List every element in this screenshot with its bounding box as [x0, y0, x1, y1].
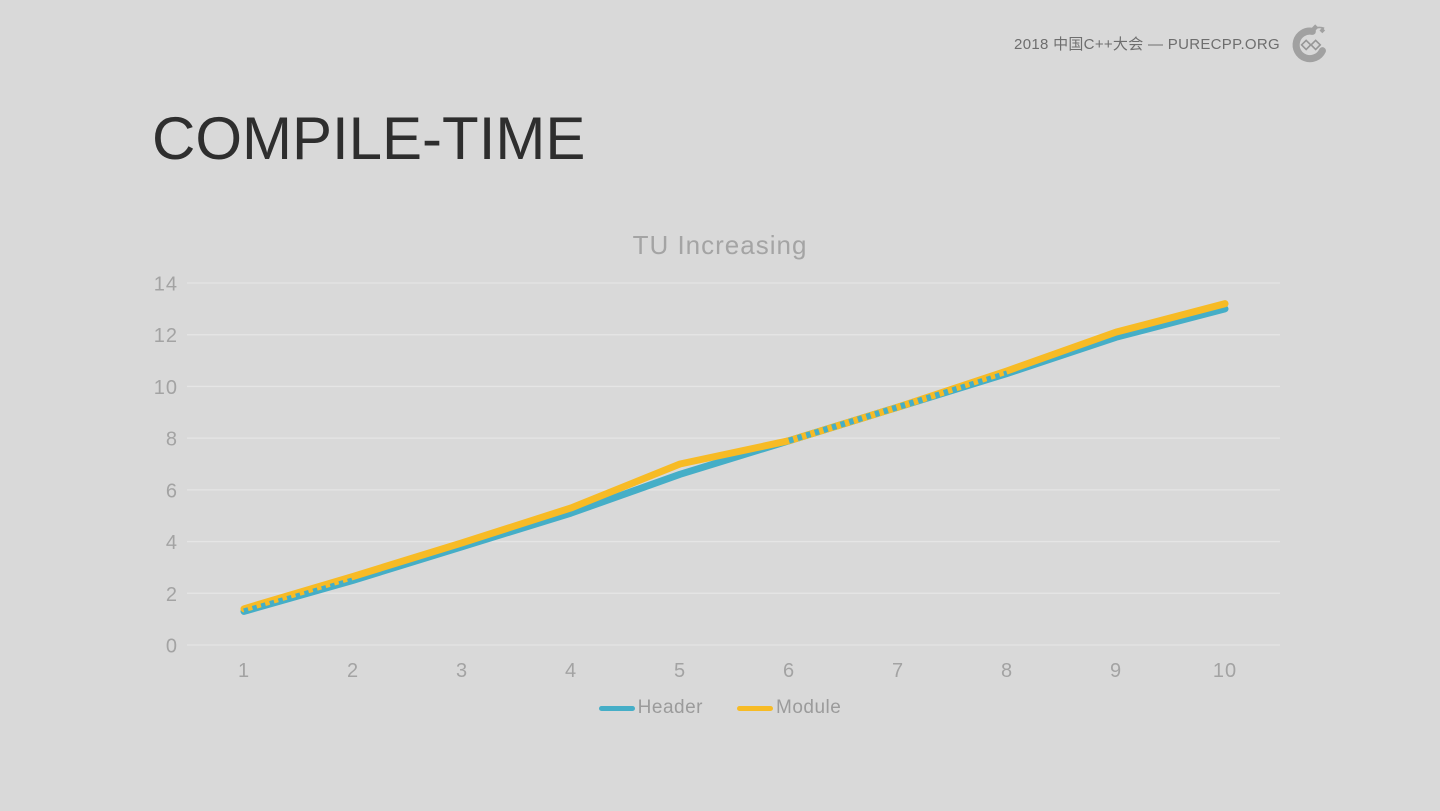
gridlines [187, 282, 1280, 646]
legend-swatch-header [598, 705, 635, 711]
series-overlap-stipple [788, 370, 1008, 444]
series-module-line [240, 300, 1229, 613]
svg-text:8: 8 [166, 429, 178, 451]
svg-text:2: 2 [347, 660, 359, 682]
svg-text:4: 4 [565, 660, 577, 682]
svg-text:4: 4 [166, 532, 178, 554]
legend-label: Module [776, 697, 842, 718]
svg-text:5: 5 [674, 660, 686, 682]
svg-text:1: 1 [238, 660, 250, 682]
series-overlap-stipple [243, 577, 354, 615]
svg-text:3: 3 [456, 660, 468, 682]
conference-header: 2018 中国C++大会 — PURECPP.ORG [1014, 22, 1328, 64]
x-axis-labels: 1 2 3 4 5 6 7 8 9 10 [238, 660, 1237, 682]
svg-text:7: 7 [892, 660, 904, 682]
svg-text:6: 6 [166, 480, 178, 502]
legend-swatch-module [737, 705, 773, 711]
page-title: COMPILE-TIME [152, 105, 586, 172]
svg-text:8: 8 [1001, 660, 1013, 682]
chart-legend: Header Module [150, 697, 1290, 719]
svg-text:12: 12 [154, 325, 178, 347]
svg-text:6: 6 [783, 660, 795, 682]
y-axis-labels: 0 2 4 6 8 10 12 14 [154, 274, 178, 658]
svg-text:14: 14 [154, 274, 178, 296]
svg-text:2: 2 [166, 584, 178, 606]
purecpp-logo-icon [1292, 24, 1326, 63]
svg-text:10: 10 [154, 377, 178, 399]
legend-label: Header [637, 697, 703, 718]
chart-title: TU Increasing [632, 230, 808, 260]
svg-text:10: 10 [1213, 660, 1237, 682]
svg-text:9: 9 [1110, 660, 1122, 682]
conference-text: 2018 中国C++大会 — PURECPP.ORG [1014, 35, 1280, 53]
svg-text:0: 0 [166, 636, 178, 658]
compile-time-chart: TU Increasing 0 2 4 6 8 10 12 14 1 2 3 4 5 6 7 8 9 10 Hea… [150, 225, 1290, 719]
legend-item-header: Header [598, 697, 703, 719]
legend-item-module: Module [737, 697, 841, 719]
series-header-line [240, 305, 1229, 615]
